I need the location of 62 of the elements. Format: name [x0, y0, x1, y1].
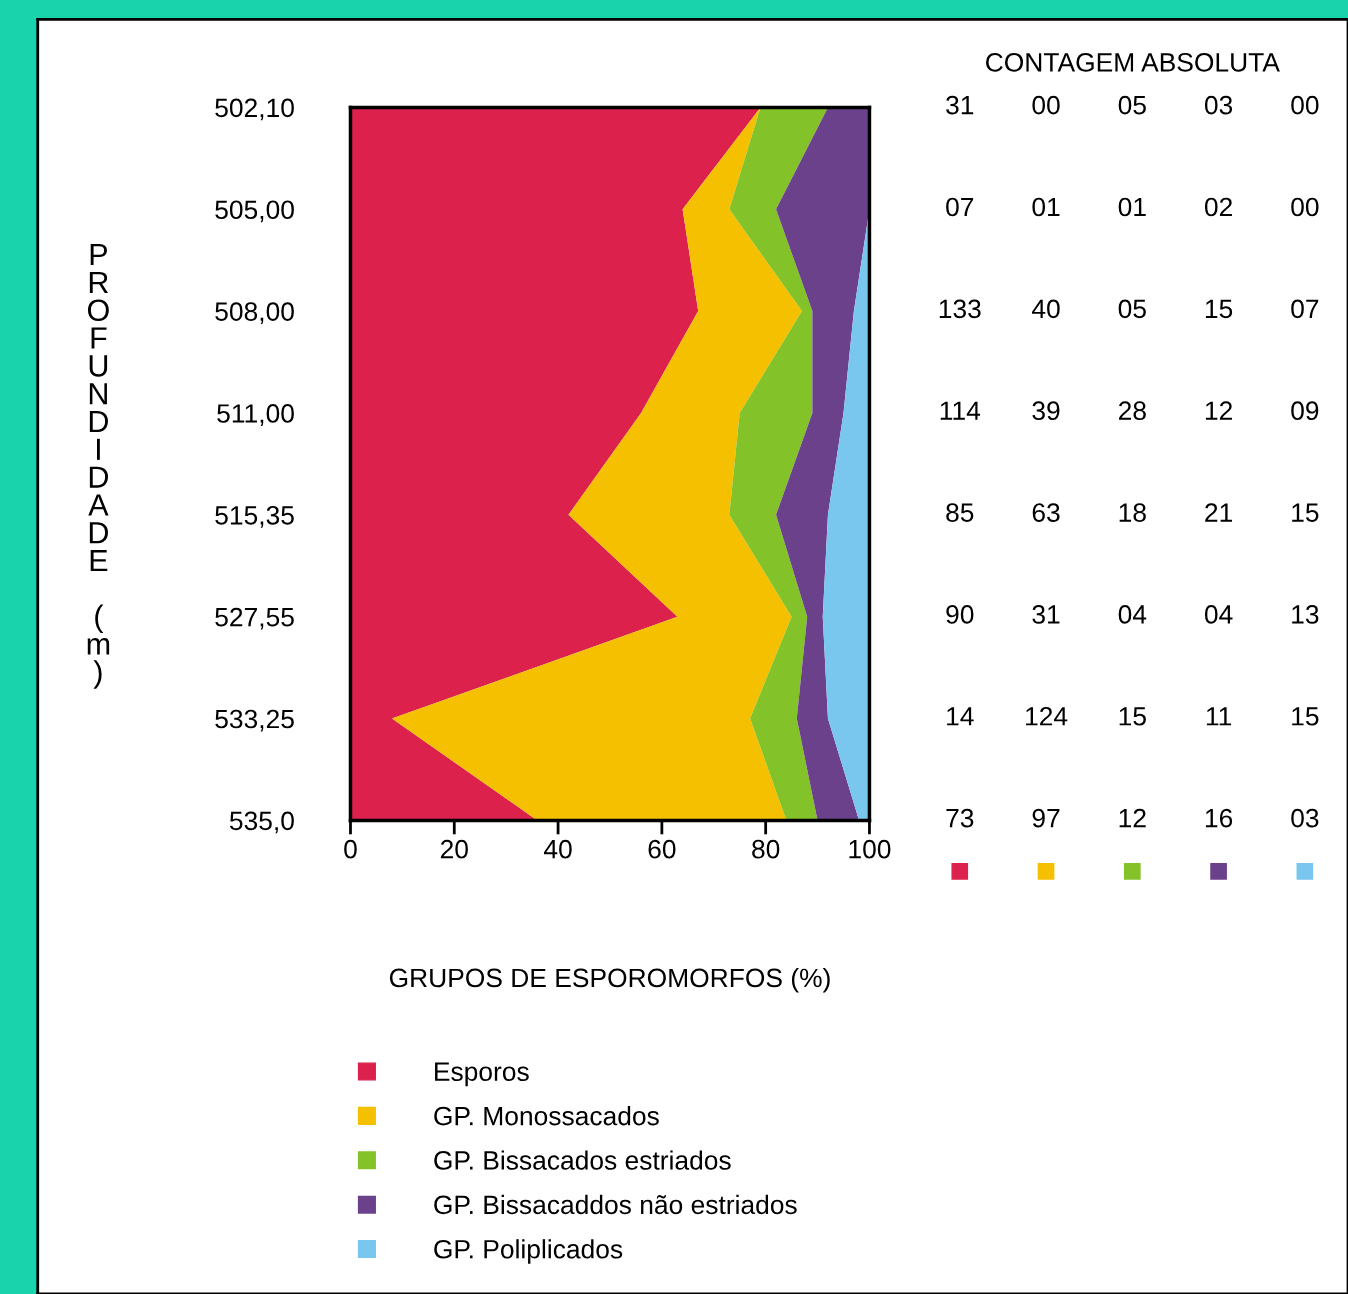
text: 05	[1118, 95, 1146, 115]
y-tick-label: 502,10	[215, 98, 294, 121]
text: 114	[940, 401, 981, 420]
text: 05	[1118, 299, 1146, 319]
text: 03	[1291, 808, 1319, 828]
text: 21	[1205, 503, 1232, 522]
text: 90	[946, 605, 974, 624]
text: 85	[946, 503, 974, 522]
legend-label: Esporos	[435, 1062, 529, 1087]
text: 15	[1119, 707, 1146, 726]
text: 07	[1291, 299, 1319, 319]
y-tick-label: 511,00	[217, 404, 294, 426]
text: 00	[1032, 95, 1060, 115]
text: 00	[1291, 95, 1319, 115]
y-tick-label: 533,25	[215, 709, 294, 732]
text: 01	[1118, 197, 1146, 217]
text: 124	[1026, 706, 1068, 726]
y-tick-label: 505,00	[215, 200, 294, 223]
text: 73	[946, 808, 974, 828]
text: 31	[946, 95, 974, 115]
text: 02	[1204, 197, 1232, 217]
text: 15	[1292, 503, 1319, 522]
text: 40	[1031, 299, 1060, 319]
x-tick-label: 60	[648, 839, 676, 859]
text: 16	[1205, 808, 1233, 828]
x-tick-label: 20	[440, 839, 468, 859]
text: CONTAGEM ABSOLUTA	[986, 53, 1280, 72]
text: 31	[1032, 605, 1060, 624]
text: 07	[946, 197, 974, 217]
x-tick-label: 100	[849, 839, 891, 859]
text: 28	[1118, 401, 1146, 421]
y-tick-label: 527,55	[215, 607, 294, 630]
text: PROFUNDIDADE (m)	[87, 244, 110, 689]
x-tick-label: 40	[544, 839, 572, 859]
text: 03	[1204, 95, 1233, 115]
text: 04	[1204, 605, 1233, 624]
y-tick-label: 508,00	[215, 302, 294, 325]
text: 11	[1206, 707, 1232, 726]
y-tick-label: 535,0	[229, 811, 294, 834]
legend-label: GP. Poliplicados	[434, 1239, 623, 1264]
text: 04	[1118, 605, 1147, 624]
text: 12	[1205, 401, 1232, 420]
x-tick-label: 0	[344, 839, 357, 859]
text: 133	[939, 299, 981, 319]
x-tick-label: 80	[752, 839, 780, 859]
text: 15	[1292, 707, 1319, 726]
text: 00	[1291, 197, 1319, 217]
text: 18	[1119, 503, 1146, 522]
text: 12	[1119, 808, 1146, 828]
text: 01	[1032, 197, 1060, 217]
text: 15	[1205, 299, 1233, 319]
x-axis-title: GRUPOS DE ESPOROMORFOS (%)	[389, 967, 830, 993]
text: 13	[1292, 605, 1319, 624]
legend-label: GP. Monossacados	[434, 1106, 659, 1126]
legend-label: GP. Bissacados estriados	[434, 1150, 731, 1170]
legend-label: GP. Bissacaddos não estriados	[434, 1194, 797, 1215]
text: 14	[947, 707, 974, 726]
text: 63	[1032, 503, 1060, 522]
text: 39	[1032, 401, 1060, 421]
text: 09	[1291, 401, 1319, 421]
text: 97	[1032, 808, 1060, 828]
y-tick-label: 515,35	[215, 505, 294, 528]
